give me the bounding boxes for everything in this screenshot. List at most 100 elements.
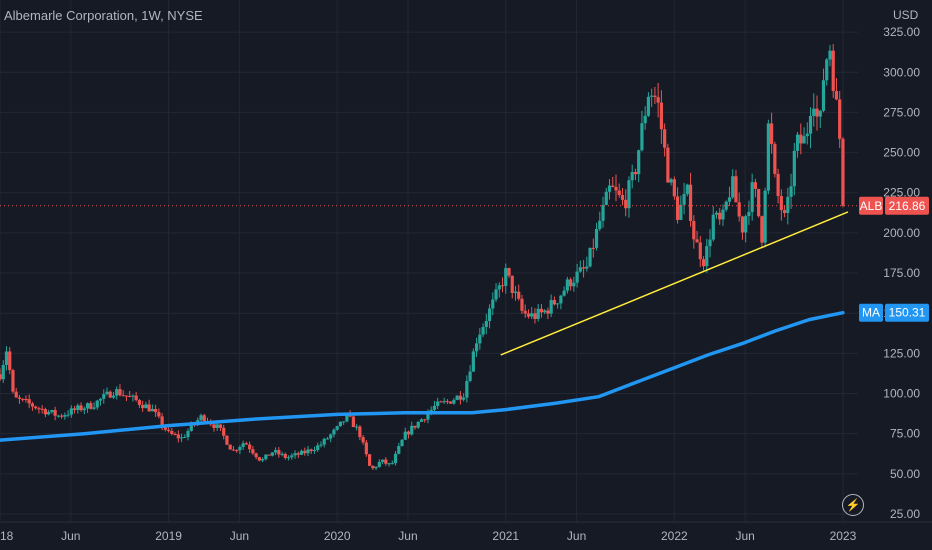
candle (549, 300, 553, 314)
candle (698, 242, 702, 260)
y-tick-label: 275.00 (883, 105, 920, 119)
candle (685, 184, 689, 195)
candle (439, 401, 443, 403)
candle (166, 429, 171, 432)
candle (562, 290, 566, 296)
candle (838, 99, 842, 139)
candle (154, 408, 158, 413)
candle (744, 216, 748, 233)
candle (828, 50, 832, 60)
candle (727, 197, 732, 202)
candle (390, 463, 394, 465)
candle (575, 271, 579, 283)
candle (43, 409, 47, 415)
candle (627, 180, 631, 209)
candle (520, 298, 524, 311)
y-tick-label: 250.00 (883, 146, 920, 160)
candle (47, 411, 51, 415)
x-tick-label: 2020 (324, 529, 351, 543)
y-tick-label: 50.00 (890, 467, 920, 481)
candle (157, 412, 161, 417)
candle (478, 334, 482, 344)
candle (701, 259, 706, 267)
candle (637, 150, 641, 175)
candle (792, 150, 796, 187)
candle (536, 308, 540, 319)
y-tick-label: 300.00 (883, 65, 920, 79)
candle (591, 247, 595, 249)
candle (121, 395, 125, 397)
candle (455, 395, 459, 400)
candle (539, 308, 544, 313)
candle (462, 397, 466, 400)
candle (513, 291, 518, 294)
candle (724, 201, 728, 210)
candle (799, 134, 803, 144)
candle (708, 239, 712, 247)
candle (468, 371, 472, 381)
candle (611, 185, 615, 187)
candle (517, 291, 521, 299)
candle (0, 374, 2, 380)
candle (27, 399, 31, 404)
price-badge-tag-box (859, 196, 883, 215)
candle (484, 321, 488, 327)
candle (760, 216, 764, 243)
candle (374, 466, 378, 469)
candle (361, 437, 365, 443)
candle (257, 457, 261, 461)
candle (695, 239, 699, 243)
candle (128, 396, 132, 398)
candle (218, 424, 223, 428)
ma-badge-tag-box (859, 303, 883, 322)
trendline[interactable] (500, 211, 849, 356)
x-tick-label: 2022 (661, 529, 688, 543)
candle (286, 457, 291, 459)
x-tick-label: Jun (61, 529, 80, 543)
candle (89, 403, 93, 409)
candle (118, 389, 122, 396)
candle (82, 408, 86, 411)
candle (179, 437, 184, 439)
candle (134, 395, 138, 401)
candle (69, 408, 73, 415)
candle (371, 465, 375, 469)
y-tick-label: 225.00 (883, 186, 920, 200)
candle (170, 431, 174, 435)
candle (786, 196, 790, 214)
candle (812, 108, 816, 116)
candle (633, 172, 638, 175)
x-tick-label: 2023 (830, 529, 857, 543)
candle (753, 182, 758, 189)
candle (585, 266, 589, 269)
x-tick-label: 2019 (155, 529, 182, 543)
candle (714, 212, 719, 215)
candle (355, 426, 359, 428)
candle (815, 108, 819, 117)
candle (115, 389, 119, 396)
candle (442, 401, 446, 403)
candle (656, 97, 660, 103)
candle (604, 191, 608, 205)
candle (280, 453, 284, 455)
candle (449, 401, 453, 404)
candle (669, 179, 673, 183)
candle (601, 204, 605, 221)
candle (37, 408, 41, 410)
candle (296, 453, 300, 455)
x-tick-label: Jun (735, 529, 754, 543)
candle (432, 405, 437, 410)
lightning-icon[interactable]: ⚡ (842, 494, 864, 516)
candle (95, 400, 99, 408)
candle (222, 427, 226, 436)
candle (212, 424, 216, 428)
candle (533, 313, 537, 319)
candle (565, 279, 569, 291)
candle (17, 397, 22, 399)
candle (572, 282, 576, 287)
candle (659, 102, 663, 130)
candle (137, 400, 142, 405)
candle (481, 326, 485, 335)
